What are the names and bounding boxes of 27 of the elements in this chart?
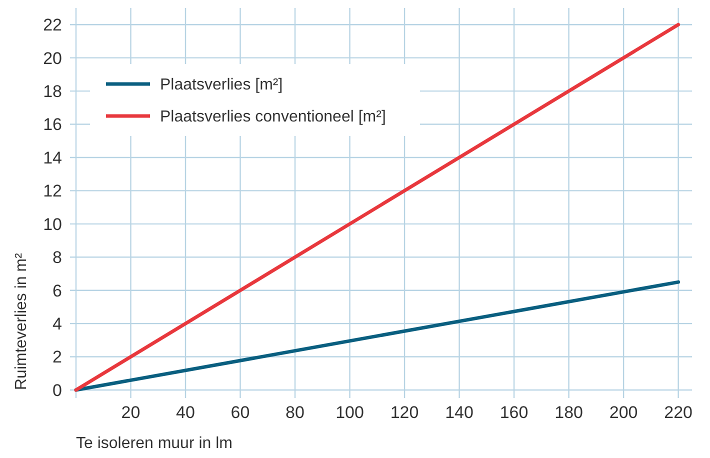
y-tick-label: 8 <box>52 248 62 268</box>
y-tick-label: 22 <box>43 16 62 35</box>
y-tick-label: 4 <box>52 314 62 334</box>
x-tick-label: 60 <box>230 403 250 422</box>
x-axis-title: Te isoleren muur in lm <box>76 435 232 452</box>
y-axis-title: Ruimteverlies in m² <box>13 252 30 390</box>
x-tick-label: 220 <box>664 403 692 422</box>
x-tick-label: 180 <box>554 403 583 422</box>
x-tick-label: 20 <box>121 403 140 422</box>
x-tick-label: 40 <box>176 403 195 422</box>
y-tick-label: 0 <box>52 380 62 400</box>
legend-label: Plaatsverlies [m²] <box>160 76 283 94</box>
y-tick-label: 18 <box>43 82 62 101</box>
y-tick-label: 20 <box>43 48 62 68</box>
x-tick-label: 80 <box>286 403 304 422</box>
x-tick-label: 100 <box>336 403 364 422</box>
x-tick-label: 140 <box>445 403 474 422</box>
y-tick-label: 6 <box>52 281 62 300</box>
y-tick-label: 2 <box>52 348 62 367</box>
y-tick-label: 14 <box>43 148 62 168</box>
x-tick-label: 200 <box>609 403 638 422</box>
y-tick-label: 10 <box>43 214 62 234</box>
y-tick-label: 12 <box>43 182 62 201</box>
y-tick-label: 16 <box>43 115 62 134</box>
x-tick-label: 120 <box>390 403 419 422</box>
legend-label: Plaatsverlies conventioneel [m²] <box>160 108 386 126</box>
x-tick-label: 160 <box>500 403 528 422</box>
